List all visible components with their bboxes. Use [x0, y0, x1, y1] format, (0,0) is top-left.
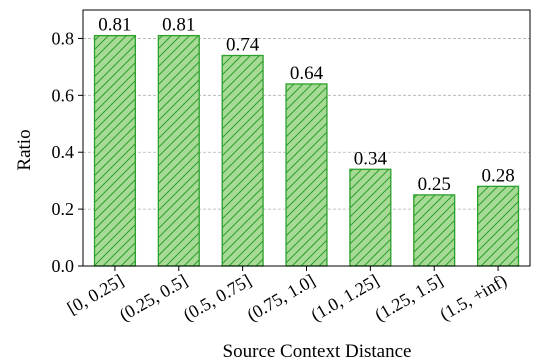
- grid-lines: [83, 38, 530, 210]
- bar: [221, 54, 264, 267]
- x-tick-label: (1.0, 1.25]: [307, 270, 382, 326]
- y-tick-label: 0.8: [52, 28, 75, 48]
- x-tick-label: (0.25, 0.5]: [116, 270, 191, 326]
- plot-frame: [82, 9, 531, 267]
- bar-value-label: 0.34: [354, 148, 388, 169]
- x-tick-label: (0.75, 1.0]: [244, 270, 319, 326]
- bar: [476, 185, 520, 267]
- bar: [413, 194, 456, 267]
- y-tick-label: 0.2: [52, 199, 75, 219]
- bar-value-label: 0.74: [226, 35, 260, 56]
- bar-value-label: 0.25: [418, 174, 451, 195]
- x-tick-label: (0.5, 0.75]: [180, 270, 255, 326]
- x-tick-label: (1.25, 1.5]: [371, 270, 446, 326]
- labels: Source Context Distance Ratio: [14, 129, 411, 362]
- x-tick-label: (1.5, +inf): [436, 270, 510, 325]
- bar-value-label: 0.81: [162, 15, 195, 36]
- x-axis-label: Source Context Distance: [223, 341, 412, 362]
- bar: [157, 34, 200, 267]
- bar-value-label: 0.28: [481, 165, 514, 186]
- y-tick-label: 0.4: [52, 142, 75, 162]
- y-tick-label: 0.6: [52, 85, 75, 105]
- y-tick-label: 0.0: [52, 256, 75, 276]
- y-axis-label: Ratio: [14, 129, 35, 170]
- bar: [285, 83, 328, 267]
- bar: [93, 34, 137, 267]
- bar: [349, 168, 392, 267]
- bars: 0.81 0.81 0.74 0.64 0.34 0.25 0.28: [93, 15, 520, 267]
- bar-value-label: 0.64: [290, 63, 324, 84]
- bar-value-label: 0.81: [98, 15, 131, 36]
